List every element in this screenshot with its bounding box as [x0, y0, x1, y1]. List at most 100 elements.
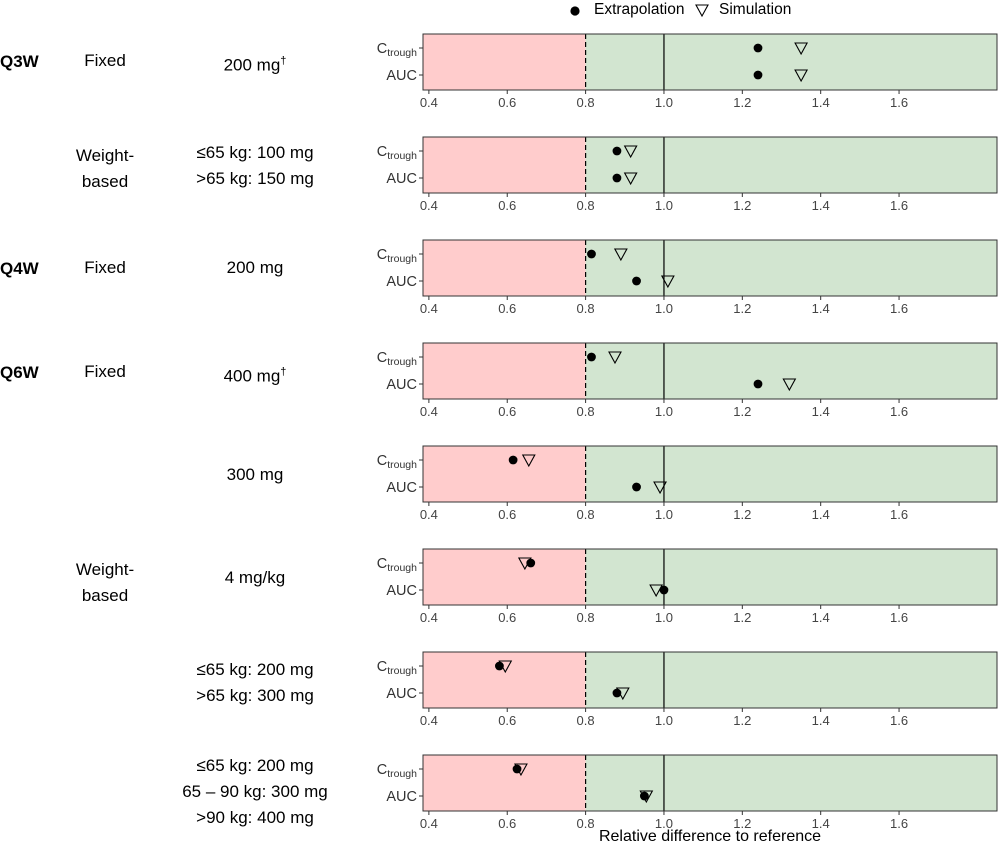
x-tick-label: 0.6 [498, 816, 516, 831]
simulation-point-auc [782, 378, 797, 392]
x-tick-label: 0.4 [420, 301, 438, 316]
simulation-point-ctrough [623, 145, 638, 159]
x-tick-label: 1.0 [655, 507, 673, 522]
x-tick-label: 1.6 [890, 610, 908, 625]
y-label-auc: AUC [386, 583, 417, 599]
below-threshold-region [423, 446, 586, 502]
simulation-point-auc [660, 275, 675, 289]
x-tick-label: 1.6 [890, 816, 908, 831]
legend-simulation-marker [695, 4, 709, 18]
x-tick-label: 0.6 [498, 610, 516, 625]
simulation-point-auc [649, 584, 664, 598]
extrapolation-point-ctrough [587, 249, 596, 259]
x-tick-label: 0.4 [420, 610, 438, 625]
x-tick-label: 0.6 [498, 198, 516, 213]
below-threshold-region [423, 240, 586, 296]
x-tick-label: 1.2 [733, 404, 751, 419]
x-tick-label: 0.8 [577, 301, 595, 316]
simulation-point-ctrough [794, 42, 809, 56]
above-threshold-region [585, 343, 997, 399]
x-tick-label: 1.2 [733, 507, 751, 522]
x-tick-label: 1.4 [812, 507, 830, 522]
y-label-auc: AUC [386, 171, 417, 187]
x-tick-label: 0.8 [577, 507, 595, 522]
extrapolation-point-auc [639, 791, 649, 801]
y-label-ctrough: Ctrough [377, 453, 417, 471]
y-label-ctrough: Ctrough [377, 247, 417, 265]
y-label-ctrough: Ctrough [377, 762, 417, 780]
below-threshold-region [423, 755, 586, 811]
simulation-point-ctrough [613, 248, 628, 262]
x-tick-label: 1.6 [890, 507, 908, 522]
x-tick-label: 1.2 [733, 95, 751, 110]
extrapolation-point-auc [632, 482, 641, 492]
x-tick-label: 1.6 [890, 713, 908, 728]
x-tick-label: 1.0 [655, 816, 673, 831]
x-tick-label: 1.2 [733, 610, 751, 625]
x-tick-label: 1.2 [733, 816, 751, 831]
dose-label: 400 mg† [223, 366, 287, 386]
x-axis-title: Relative difference to reference [598, 828, 822, 845]
schedule-label-q3w: Q3W [0, 52, 39, 71]
y-label-auc: AUC [386, 274, 417, 290]
x-tick-label: 0.8 [577, 198, 595, 213]
below-threshold-region [423, 343, 586, 399]
schedule-label-q4w: Q4W [0, 259, 39, 278]
extrapolation-point-ctrough [753, 43, 763, 53]
y-label-auc: AUC [386, 68, 417, 84]
simulation-point-ctrough [608, 351, 622, 365]
x-tick-label: 0.8 [577, 610, 595, 625]
above-threshold-region [585, 446, 997, 502]
x-tick-label: 0.6 [498, 301, 516, 316]
extrapolation-point-auc [632, 276, 641, 286]
y-label-ctrough: Ctrough [377, 41, 417, 59]
x-tick-label: 1.4 [812, 404, 830, 419]
legend-simulation-label: Simulation [719, 1, 792, 18]
dosing-type-fixed: Fixed [84, 51, 126, 70]
panel-frame [422, 445, 998, 503]
x-tick-label: 0.4 [420, 198, 438, 213]
x-tick-label: 0.4 [420, 816, 438, 831]
panel-frame [422, 33, 998, 91]
extrapolation-point-ctrough [508, 455, 518, 465]
panel-frame [422, 754, 998, 812]
extrapolation-point-auc [612, 688, 622, 698]
y-label-auc: AUC [386, 686, 417, 702]
x-tick-label: 1.6 [890, 198, 908, 213]
x-tick-label: 0.4 [420, 713, 438, 728]
x-tick-label: 1.2 [733, 713, 751, 728]
dose-label: 300 mg [226, 465, 284, 484]
x-tick-label: 1.4 [812, 816, 830, 831]
x-tick-label: 0.6 [498, 507, 516, 522]
extrapolation-point-ctrough [587, 352, 596, 362]
panel-frame [422, 651, 998, 709]
simulation-point-auc [653, 481, 667, 495]
below-threshold-region [423, 34, 586, 90]
dose-label: 200 mg† [223, 55, 287, 75]
above-threshold-region [585, 34, 997, 90]
dosing-type-fixed: Fixed [84, 258, 126, 277]
dose-label: ≤65 kg: 200 mg 65 – 90 kg: 300 mg >90 kg… [182, 756, 328, 827]
extrapolation-point-ctrough [512, 764, 522, 774]
dose-label: ≤65 kg: 200 mg >65 kg: 300 mg [196, 660, 314, 705]
x-tick-label: 0.4 [420, 507, 438, 522]
x-tick-label: 0.8 [577, 95, 595, 110]
extrapolation-point-ctrough [526, 558, 536, 568]
x-tick-label: 1.0 [655, 95, 673, 110]
panel-frame [422, 342, 998, 400]
x-tick-label: 1.2 [733, 198, 751, 213]
dose-label: 200 mg [226, 258, 284, 277]
below-threshold-region [423, 549, 586, 605]
x-tick-label: 1.0 [655, 610, 673, 625]
y-label-ctrough: Ctrough [377, 350, 417, 368]
x-tick-label: 1.4 [812, 198, 830, 213]
x-tick-label: 1.4 [812, 95, 830, 110]
x-tick-label: 1.2 [733, 301, 751, 316]
x-tick-label: 1.4 [812, 610, 830, 625]
above-threshold-region [585, 755, 997, 811]
